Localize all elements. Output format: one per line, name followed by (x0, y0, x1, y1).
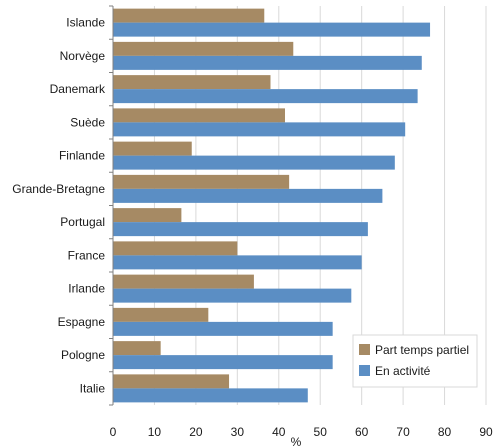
category-label-pologne: Pologne (61, 348, 105, 362)
bar-espagne-series-0 (113, 307, 209, 322)
legend-swatch-part-temps-partiel (359, 344, 370, 355)
category-label-france: France (68, 248, 106, 262)
category-label-irlande: Irlande (68, 282, 105, 296)
bar-pologne-series-0 (113, 341, 161, 356)
bar-portugal-series-1 (113, 222, 368, 237)
bar-irlande-series-1 (113, 288, 352, 303)
bars (113, 8, 431, 403)
axes (109, 5, 114, 406)
x-tick-label-20: 20 (189, 425, 203, 439)
legend-label-en-activite: En activité (375, 364, 431, 378)
x-tick-label-70: 70 (396, 425, 410, 439)
x-tick-label-10: 10 (148, 425, 162, 439)
x-tick-label-60: 60 (355, 425, 369, 439)
category-label-espagne: Espagne (58, 315, 106, 329)
bar-grande-bretagne-series-1 (113, 188, 383, 203)
bar-finlande-series-1 (113, 155, 395, 170)
category-label-grande-bretagne: Grande-Bretagne (12, 182, 105, 196)
x-axis-title: % (291, 435, 302, 447)
legend-label-part-temps-partiel: Part temps partiel (375, 343, 469, 357)
bar-portugal-series-0 (113, 208, 182, 223)
bar-islande-series-1 (113, 22, 431, 37)
bar-norvege-series-1 (113, 55, 422, 70)
x-tick-labels: 0 10 20 30 40 50 60 70 80 90 (110, 425, 493, 439)
category-label-suede: Suède (70, 115, 105, 129)
x-tick-label-0: 0 (110, 425, 117, 439)
category-label-portugal: Portugal (60, 215, 105, 229)
bar-islande-series-0 (113, 8, 265, 23)
bar-italie-series-1 (113, 388, 308, 403)
bar-danemark-series-0 (113, 75, 271, 90)
x-tick-label-80: 80 (438, 425, 452, 439)
bar-france-series-0 (113, 241, 238, 256)
bar-norvege-series-0 (113, 41, 294, 56)
x-tick-label-50: 50 (314, 425, 328, 439)
x-tick-label-90: 90 (479, 425, 493, 439)
bar-france-series-1 (113, 255, 362, 270)
legend-box (352, 334, 478, 388)
bar-irlande-series-0 (113, 274, 254, 289)
x-tick-label-30: 30 (231, 425, 245, 439)
bar-suede-series-0 (113, 108, 285, 123)
category-label-danemark: Danemark (50, 82, 106, 96)
bar-pologne-series-1 (113, 355, 333, 370)
category-label-islande: Islande (66, 16, 105, 30)
category-label-italie: Italie (80, 381, 106, 395)
bar-danemark-series-1 (113, 89, 418, 104)
bar-espagne-series-1 (113, 321, 333, 336)
x-tick-label-40: 40 (272, 425, 286, 439)
bar-finlande-series-0 (113, 141, 192, 156)
legend: Part temps partiel En activité (352, 334, 478, 388)
category-labels: Islande Norvège Danemark Suède Finlande Grand… (12, 16, 106, 396)
bar-italie-series-0 (113, 374, 230, 389)
category-label-norvege: Norvège (60, 49, 106, 63)
bar-grande-bretagne-series-0 (113, 174, 290, 189)
category-label-finlande: Finlande (59, 149, 105, 163)
legend-swatch-en-activite (359, 365, 370, 376)
bar-suede-series-1 (113, 122, 406, 137)
